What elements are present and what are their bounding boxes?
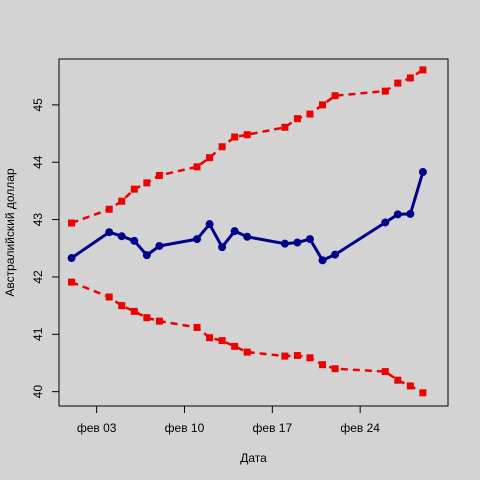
y-tick-label: 41	[31, 327, 45, 341]
data-point-upper-bound	[419, 66, 427, 74]
data-point-main	[142, 251, 151, 260]
x-axis-label: Дата	[240, 451, 267, 465]
data-point-upper-bound	[293, 115, 301, 123]
data-point-main	[418, 167, 427, 176]
data-point-upper-bound	[381, 87, 389, 95]
data-point-main	[280, 239, 289, 248]
y-tick-label: 40	[31, 385, 45, 399]
data-point-main	[393, 210, 402, 219]
y-tick-label: 45	[31, 98, 45, 112]
data-point-lower-bound	[118, 302, 126, 310]
data-point-main	[205, 220, 214, 229]
data-point-main	[381, 218, 390, 227]
data-point-lower-bound	[130, 307, 138, 315]
data-point-upper-bound	[193, 163, 201, 171]
x-tick-label: фев 03	[77, 421, 117, 435]
data-point-upper-bound	[406, 74, 414, 82]
data-point-main	[218, 243, 227, 252]
data-point-main	[293, 238, 302, 247]
data-point-lower-bound	[281, 352, 289, 360]
data-point-upper-bound	[306, 110, 314, 118]
x-tick-label: фев 10	[165, 421, 205, 435]
data-point-lower-bound	[419, 389, 427, 397]
data-point-lower-bound	[381, 368, 389, 376]
data-point-upper-bound	[243, 131, 251, 139]
series-layer	[67, 66, 427, 397]
data-point-lower-bound	[218, 337, 226, 345]
data-point-upper-bound	[331, 92, 339, 100]
data-point-upper-bound	[130, 185, 138, 193]
y-axis: 40 41 42 43 44 45	[31, 98, 60, 399]
data-point-upper-bound	[319, 101, 327, 109]
data-point-main	[406, 209, 415, 218]
data-point-lower-bound	[206, 334, 214, 342]
y-axis-label: Австралийский доллар	[3, 168, 17, 297]
x-tick-label: фев 17	[253, 421, 293, 435]
data-point-main	[105, 228, 114, 237]
data-point-upper-bound	[68, 219, 76, 227]
data-point-lower-bound	[231, 342, 239, 350]
data-point-main	[117, 232, 126, 241]
data-point-lower-bound	[331, 365, 339, 373]
data-point-main	[193, 235, 202, 244]
data-point-lower-bound	[394, 376, 402, 384]
data-point-upper-bound	[231, 133, 239, 141]
x-tick-label: фев 24	[340, 421, 380, 435]
y-tick-label: 42	[31, 270, 45, 284]
data-point-lower-bound	[293, 352, 301, 360]
data-point-main	[67, 254, 76, 263]
data-point-main	[318, 256, 327, 265]
data-point-upper-bound	[281, 123, 289, 131]
series-line-lower-bound	[71, 280, 424, 394]
data-point-lower-bound	[155, 317, 163, 325]
data-point-lower-bound	[319, 361, 327, 369]
series-line-main	[70, 171, 425, 262]
y-tick-label: 43	[31, 213, 45, 227]
data-point-lower-bound	[105, 293, 113, 301]
data-point-lower-bound	[306, 354, 314, 362]
data-point-lower-bound	[406, 382, 414, 390]
data-point-lower-bound	[243, 348, 251, 356]
data-point-lower-bound	[193, 323, 201, 331]
data-point-upper-bound	[394, 79, 402, 87]
data-point-upper-bound	[218, 143, 226, 151]
data-point-main	[305, 235, 314, 244]
data-point-main	[230, 227, 239, 236]
x-axis: фев 03 фев 10 фев 17 фев 24	[77, 405, 380, 435]
data-point-upper-bound	[118, 197, 126, 205]
data-point-lower-bound	[68, 278, 76, 286]
data-point-upper-bound	[143, 179, 151, 187]
data-point-upper-bound	[155, 171, 163, 179]
data-point-main	[155, 241, 164, 250]
data-point-upper-bound	[206, 154, 214, 162]
data-point-lower-bound	[143, 314, 151, 322]
y-tick-label: 44	[31, 155, 45, 169]
data-point-main	[243, 232, 252, 241]
data-point-main	[331, 250, 340, 259]
data-point-main	[130, 236, 139, 245]
data-point-upper-bound	[105, 205, 113, 213]
